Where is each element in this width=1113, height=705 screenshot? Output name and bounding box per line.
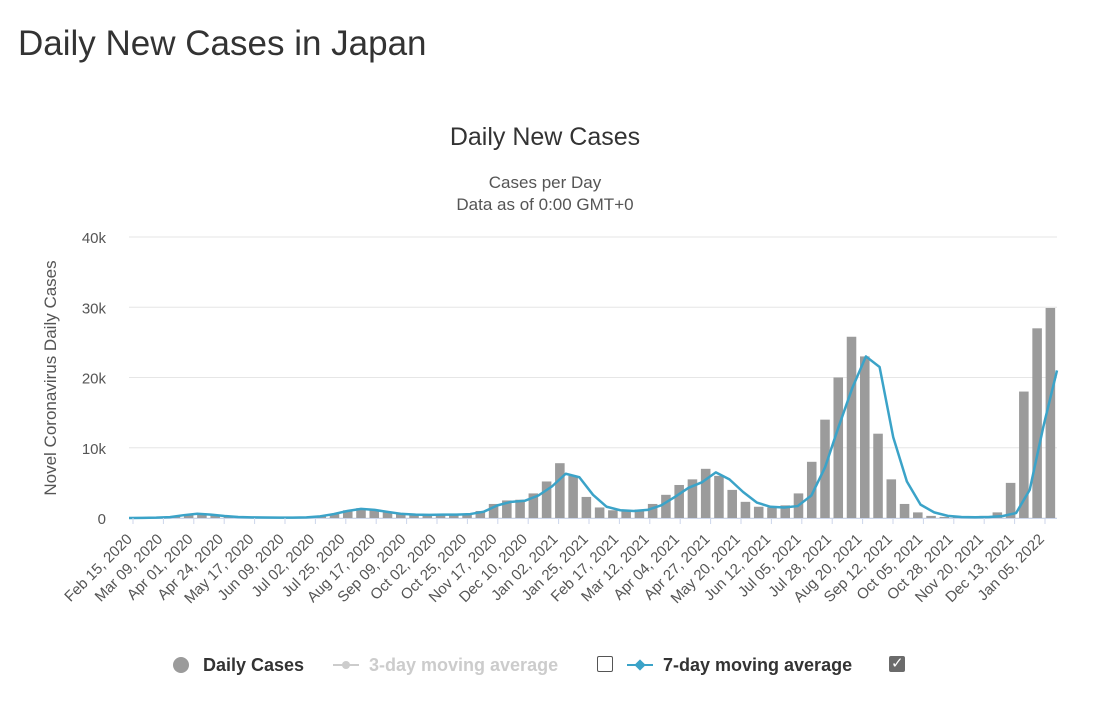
daily-cases-bar [833,377,844,518]
daily-cases-bar [634,509,645,518]
daily-cases-bar [369,509,380,518]
daily-cases-bar [899,503,910,518]
line-marker-icon [333,657,359,673]
daily-cases-bar [621,510,631,518]
daily-cases-bar [183,514,194,518]
seven-day-average-line [128,355,1059,520]
chart-subtitle-line-1: Cases per Day [489,173,602,192]
daily-cases-bar [555,463,565,518]
daily-cases-bar [1045,307,1056,518]
daily-cases-bar [700,468,711,518]
y-axis-ticks: 0 10k 20k 30k 40k [82,230,107,528]
y-tick-label: 10k [82,441,107,458]
daily-cases-bar [528,493,539,518]
legend-item-3-day-average[interactable]: 3-day moving average [333,648,558,682]
daily-cases-bar [462,513,472,518]
daily-cases-bar [740,501,751,518]
y-tick-label: 20k [82,371,107,388]
y-tick-label: 0 [98,511,106,528]
daily-cases-bar [806,461,817,518]
daily-cases-bar [608,510,618,518]
chart-title: Daily New Cases [450,123,640,151]
gridlines [129,236,1057,519]
daily-cases-bar [873,433,883,518]
daily-cases-bar [329,513,340,518]
daily-cases-bar [674,484,684,518]
daily-cases-bar [939,516,950,518]
y-tick-label: 30k [82,300,107,317]
daily-cases-bars [130,307,1056,519]
chart-subtitle-line-2: Data as of 0:00 GMT+0 [456,195,633,214]
daily-cases-bar [661,494,671,518]
legend-item-daily-cases[interactable]: Daily Cases [173,648,304,682]
daily-cases-bar [382,511,393,518]
daily-cases-bar [422,514,433,518]
daily-cases-bar [541,481,552,518]
daily-cases-bar [647,503,658,518]
y-tick-label: 40k [82,230,107,247]
daily-cases-bar [594,507,605,518]
page-title: Daily New Cases in Japan [18,24,427,63]
7-day-average-checkbox[interactable] [889,654,905,672]
daily-cases-bar [1019,391,1029,518]
circle-marker-icon [173,657,189,673]
daily-cases-bar [342,510,353,518]
daily-cases-bar [780,505,791,518]
chart: Daily New Cases Cases per Day Data as of… [41,123,1059,607]
daily-cases-bar [886,479,897,518]
daily-cases-bar [753,506,764,518]
daily-cases-bar [581,496,592,518]
daily-cases-bar [926,515,936,518]
daily-cases-bar [515,499,525,518]
3-day-average-checkbox[interactable] [597,656,613,672]
legend-item-7-day-average[interactable]: 7-day moving average [627,648,852,682]
daily-cases-bar [846,336,857,518]
legend-label-3-day-average: 3-day moving average [369,654,559,675]
daily-cases-bar [860,356,870,518]
daily-cases-bar [475,510,486,518]
daily-cases-bar [356,508,366,518]
daily-cases-bar [714,475,724,518]
legend-label-7-day-average: 7-day moving average [663,654,853,675]
daily-cases-bar [767,507,777,518]
daily-cases-bar [435,514,446,518]
daily-cases-bar [488,503,499,518]
daily-cases-bar [396,513,406,518]
line-diamond-marker-icon [627,657,653,673]
daily-cases-bar [913,512,923,518]
daily-cases-bar [197,513,207,518]
y-axis-label: Novel Coronavirus Daily Cases [41,260,60,495]
daily-cases-bar [727,489,737,518]
daily-cases-bar [449,514,459,518]
daily-cases-bar [568,475,578,518]
seven-day-average-series [128,355,1059,520]
daily-cases-bar [409,514,419,518]
legend-label-daily-cases: Daily Cases [203,654,305,675]
daily-cases-bar [687,479,698,518]
daily-cases-bar [1032,328,1042,518]
daily-cases-bar [1005,482,1016,519]
legend: Daily Cases 3-day moving average 7-day m… [0,648,1113,682]
daily-cases-bar [502,500,512,518]
